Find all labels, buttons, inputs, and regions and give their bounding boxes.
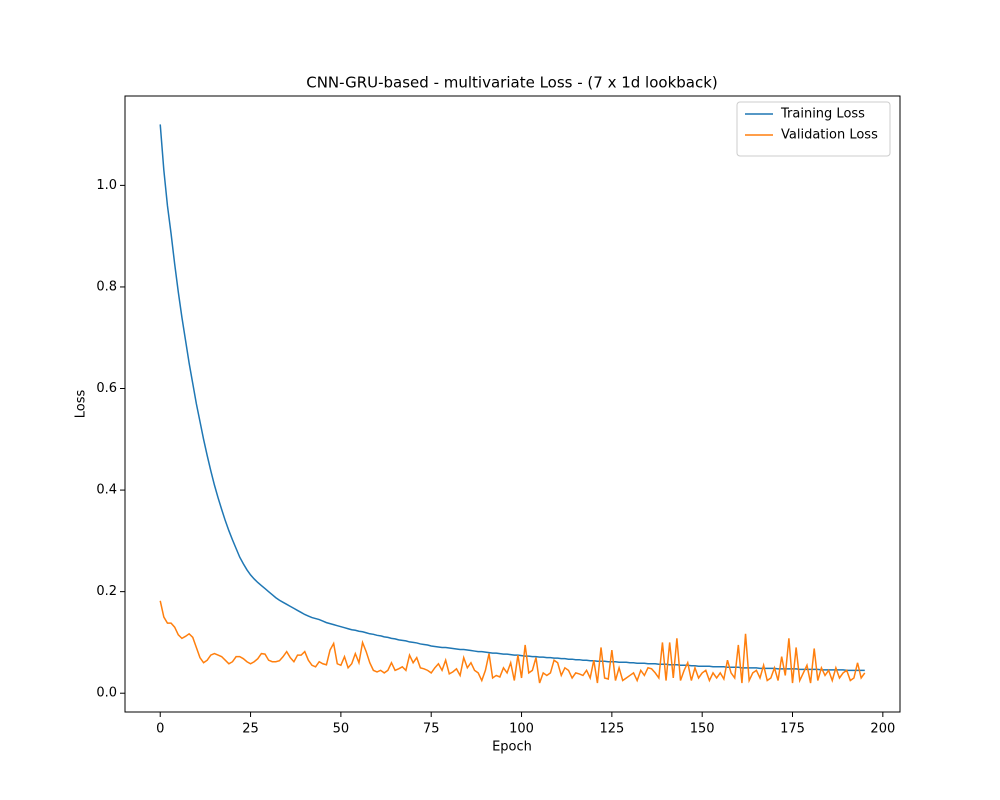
- x-tick-label: 0: [156, 722, 164, 737]
- data-line: [159, 600, 866, 684]
- y-tick-label: 0.2: [96, 584, 117, 599]
- legend-box: [736, 101, 891, 157]
- plot-frame: [124, 95, 901, 713]
- x-axis-label: Epoch: [492, 740, 532, 755]
- data-line: [159, 124, 865, 672]
- y-tick-label: 1.0: [96, 178, 117, 193]
- x-tick-label: 175: [780, 722, 805, 737]
- x-tick-label: 150: [690, 722, 715, 737]
- x-tick-label: 100: [509, 722, 534, 737]
- y-tick-label: 0.6: [96, 381, 117, 396]
- y-axis-label: Loss: [74, 390, 89, 419]
- x-tick-label: 25: [242, 722, 259, 737]
- y-tick-label: 0.4: [96, 483, 117, 498]
- x-tick-label: 200: [870, 722, 895, 737]
- chart-title: CNN-GRU-based - multivariate Loss - (7 x…: [306, 74, 718, 92]
- x-tick-label: 75: [423, 722, 440, 737]
- x-tick-label: 125: [599, 722, 624, 737]
- x-tick-label: 50: [333, 722, 350, 737]
- legend-label: Validation Loss: [781, 128, 878, 143]
- y-tick-label: 0.8: [96, 279, 117, 294]
- legend-label: Training Loss: [780, 107, 865, 122]
- y-tick-label: 0.0: [96, 686, 117, 701]
